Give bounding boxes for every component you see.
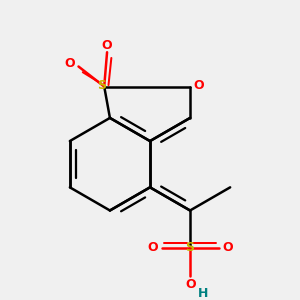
Text: S: S xyxy=(186,241,195,254)
Text: O: O xyxy=(193,80,204,92)
Text: O: O xyxy=(185,278,196,291)
Text: O: O xyxy=(64,57,75,70)
Text: S: S xyxy=(97,80,106,92)
Text: H: H xyxy=(198,287,208,300)
Text: O: O xyxy=(148,241,158,254)
Text: O: O xyxy=(222,241,232,254)
Text: O: O xyxy=(102,39,112,52)
